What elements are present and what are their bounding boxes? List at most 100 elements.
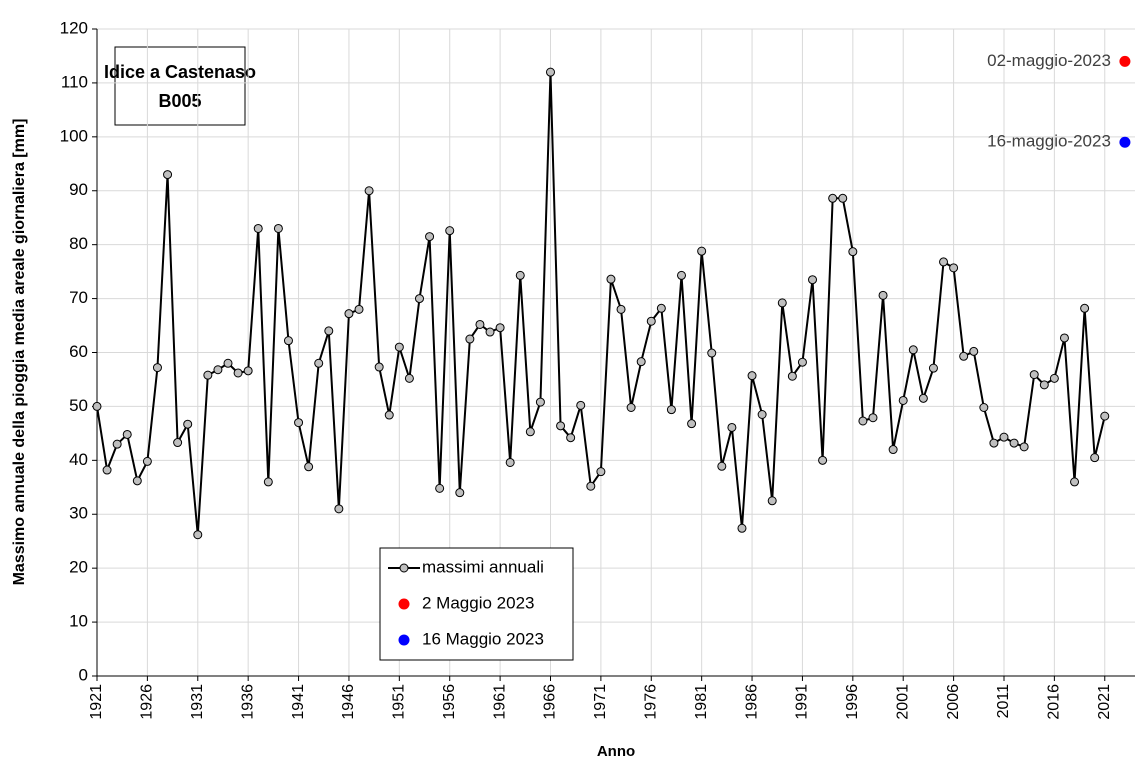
x-tick-label: 1956 [441,684,458,720]
x-tick-label: 1966 [542,684,559,720]
x-tick-label: 1991 [794,684,811,720]
point [132,476,142,486]
point [858,416,868,426]
chart-subtitle: B005 [158,91,201,111]
y-tick-label: 0 [79,665,88,684]
point [414,294,424,304]
point [707,348,717,358]
y-tick-label: 60 [69,342,88,361]
point [304,462,314,472]
point [848,247,858,257]
point [223,358,233,368]
point [173,438,183,448]
point [515,270,525,280]
point [989,438,999,448]
y-tick-label: 20 [69,558,88,577]
legend-label: 16 Maggio 2023 [422,629,544,648]
point [767,496,777,506]
point [374,362,384,372]
point [757,410,767,420]
x-tick-label: 1921 [88,684,105,720]
point [314,358,324,368]
point [294,418,304,428]
point [152,363,162,373]
point [898,395,908,405]
point [1029,370,1039,380]
point [525,427,535,437]
point [959,351,969,361]
point [697,246,707,256]
y-tick-label: 120 [60,18,88,37]
point [233,368,243,378]
point [616,304,626,314]
point [556,421,566,431]
x-tick-label: 1981 [693,684,710,720]
point-label: 02-maggio-2023 [987,51,1111,70]
point [687,419,697,429]
point [435,483,445,493]
legend-label: massimi annuali [422,557,544,576]
point [445,226,455,236]
point [465,334,475,344]
point [818,455,828,465]
point [1119,55,1131,67]
point [354,304,364,314]
point [828,193,838,203]
point [193,530,203,540]
point [908,345,918,355]
point [979,402,989,412]
point [475,319,485,329]
point [576,400,586,410]
point [969,346,979,356]
point [384,410,394,420]
point [797,357,807,367]
x-tick-label: 1961 [491,684,508,720]
point [596,467,606,477]
point [727,422,737,432]
point [566,433,576,443]
x-tick-label: 2016 [1046,684,1063,720]
point [283,336,293,346]
y-tick-label: 50 [69,396,88,415]
point [1049,373,1059,383]
point [535,397,545,407]
point [344,309,354,319]
point [1070,477,1080,487]
point [425,232,435,242]
y-tick-label: 100 [60,126,88,145]
point [928,363,938,373]
point [404,373,414,383]
point [646,316,656,326]
point [122,429,132,439]
point [1009,438,1019,448]
point [1090,453,1100,463]
point [918,393,928,403]
point [505,457,515,467]
y-tick-label: 10 [69,612,88,631]
point [92,401,102,411]
point [364,186,374,196]
x-tick-label: 2021 [1096,684,1113,720]
point [1119,136,1131,148]
point [677,270,687,280]
point [606,274,616,284]
point [787,371,797,381]
point [495,323,505,333]
point [1039,380,1049,390]
x-tick-label: 1936 [239,684,256,720]
point [243,366,253,376]
point [888,445,898,455]
point [324,326,334,336]
point [273,223,283,233]
x-tick-label: 1951 [391,684,408,720]
point [656,303,666,313]
point [838,193,848,203]
point [334,504,344,514]
point [999,432,1009,442]
point [737,523,747,533]
point [545,67,555,77]
point [808,275,818,285]
point [949,263,959,273]
y-tick-label: 110 [61,72,88,91]
point [455,488,465,498]
